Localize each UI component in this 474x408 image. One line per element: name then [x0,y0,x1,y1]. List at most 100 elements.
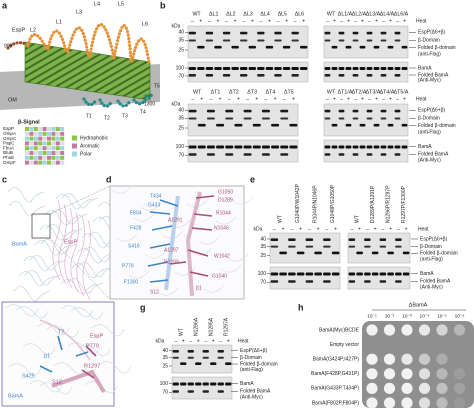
label: L2 [30,27,36,33]
band [371,272,379,276]
band [331,123,338,127]
lane-label: ΔT1/A [338,89,353,95]
protein-trace [203,284,225,293]
heat-sign: + [333,18,336,24]
band [380,74,387,77]
sequence-residue [42,146,47,151]
band [216,123,225,127]
residue-label: G433 [148,202,160,208]
protein-name: EspP [12,27,25,33]
band [352,109,359,113]
band [364,238,371,241]
protein-trace [23,256,61,272]
band [225,362,232,365]
band [225,109,234,113]
heat-sign: + [361,18,364,24]
band [187,356,194,359]
band [296,272,305,276]
zoom-box [31,213,51,239]
sequence-residue [51,131,56,136]
band [323,272,331,276]
heat-sign: + [358,226,361,232]
band [401,145,408,149]
band [197,45,205,49]
band [214,45,222,49]
residue-label: T7 [58,329,64,335]
band [359,123,366,127]
heat-sign: + [361,96,364,102]
protein-trace [98,361,132,374]
heat-sign: – [325,226,328,232]
band [364,280,371,283]
band [348,272,356,276]
lane-label: ΔL1/A [338,11,353,17]
residue-label: β1 [44,353,50,359]
colony-spot [366,397,378,408]
residue-label: EspP [90,333,103,339]
colony-spot [453,397,466,408]
band [366,153,373,156]
band [345,67,352,70]
protein-trace [18,271,56,287]
band [366,67,373,70]
panel-letter: d [106,174,112,184]
heat-sign: – [210,96,213,102]
colony-spot [436,353,448,365]
heat-sign: – [228,96,231,102]
heat-sign: – [326,18,329,24]
band [225,153,234,156]
lane-label: ΔL3 [243,11,252,17]
lane-label: WT [327,89,336,95]
colony-spot [436,397,448,408]
zoom-line [49,185,111,215]
sequence-residue [38,141,43,146]
band [338,31,345,35]
beta-barrel [24,41,151,101]
band [240,67,248,70]
label: BamA [12,241,27,247]
colony-spot [418,397,431,408]
heat-sign: + [403,96,406,102]
band [243,145,252,149]
band [257,31,265,35]
loop [112,23,133,62]
blot-anti-flag [269,232,341,264]
label: T1 [86,113,92,119]
colony-spot [401,397,413,408]
heat-sign: – [246,96,249,102]
lane-label: R1044P/N1046P [313,185,319,223]
sequence-residue [47,141,51,146]
protein-name: FhuA [3,145,15,150]
band [270,272,279,276]
heat-label: Heat [418,226,429,232]
band [225,117,234,120]
protein-trace [91,324,125,337]
band [352,145,359,149]
band [348,280,356,283]
band-label: (Anti-Myc) [240,395,263,401]
heat-sign: + [405,226,408,232]
heat-sign: + [347,18,350,24]
band [289,145,298,149]
espp-trace [76,215,85,297]
band [359,45,366,49]
band [380,67,387,70]
marker-label: 100 [176,144,185,150]
loop [26,32,48,50]
residue-label: β1 [196,285,202,291]
sequence-residue [51,146,56,151]
band [240,31,248,35]
band [202,390,209,393]
sequence-residue [55,136,60,141]
band [270,280,279,283]
band [366,39,373,42]
heat-sign: – [204,338,207,344]
espp-trace [64,207,73,289]
band [172,390,179,393]
band-label: (anti-Flag) [420,257,443,263]
colony-spot [383,324,396,336]
panel-letter: g [140,302,146,312]
colony-spot [453,368,466,380]
band [324,145,331,149]
side-chain [149,243,171,249]
